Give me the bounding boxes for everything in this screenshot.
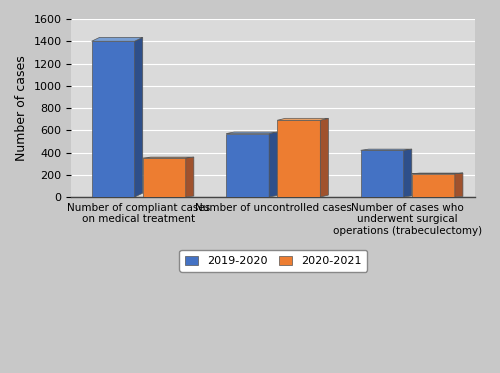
Bar xyxy=(92,41,134,197)
Polygon shape xyxy=(134,37,142,197)
Polygon shape xyxy=(186,157,194,197)
Bar xyxy=(412,174,455,197)
Bar xyxy=(360,150,404,197)
Polygon shape xyxy=(455,173,463,197)
Bar xyxy=(226,134,269,197)
Polygon shape xyxy=(404,149,412,197)
Bar xyxy=(72,197,475,203)
Polygon shape xyxy=(226,132,277,134)
Bar xyxy=(277,120,320,197)
Polygon shape xyxy=(320,118,328,197)
Bar xyxy=(142,158,186,197)
Legend: 2019-2020, 2020-2021: 2019-2020, 2020-2021 xyxy=(180,250,367,272)
Polygon shape xyxy=(269,132,277,197)
Polygon shape xyxy=(360,149,412,150)
Polygon shape xyxy=(412,173,463,174)
Polygon shape xyxy=(142,157,194,158)
Polygon shape xyxy=(92,37,142,41)
Y-axis label: Number of cases: Number of cases xyxy=(15,55,28,161)
Polygon shape xyxy=(277,118,328,120)
